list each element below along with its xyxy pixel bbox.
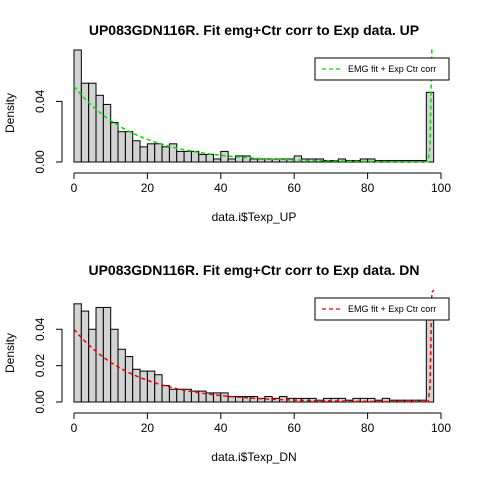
chart-title-up: UP083GDN116R. Fit emg+Ctr corr to Exp da… (89, 22, 419, 38)
histogram-bar-dn (221, 393, 228, 402)
histogram-bar-dn (118, 349, 125, 402)
y-axis-label-dn: Density (3, 333, 17, 373)
y-tick-label-up: 0.00 (33, 150, 47, 174)
histogram-bar-dn (103, 307, 110, 402)
histogram-bar-up (133, 141, 140, 162)
histogram-bar-up (228, 159, 235, 162)
histogram-bar-up (177, 151, 184, 162)
x-tick-label-dn: 0 (71, 421, 78, 435)
histogram-bar-dn (162, 386, 169, 402)
x-tick-label-up: 20 (141, 181, 155, 195)
histogram-bar-up (206, 154, 213, 162)
histogram-bar-dn (147, 371, 154, 402)
x-tick-label-dn: 80 (361, 421, 375, 435)
histogram-bar-dn (74, 304, 81, 402)
histogram-bar-dn (213, 393, 220, 402)
x-tick-label-dn: 20 (141, 421, 155, 435)
y-axis-label-up: Density (3, 93, 17, 133)
x-tick-label-up: 40 (214, 181, 228, 195)
histogram-bar-up (199, 154, 206, 162)
y-tick-label-up: 0.04 (33, 89, 47, 113)
histogram-bar-up (162, 147, 169, 162)
histogram-bar-up (118, 132, 125, 162)
histogram-bar-dn (81, 311, 88, 402)
histogram-bar-up (96, 95, 103, 162)
y-tick-label-dn: 0.02 (33, 354, 47, 378)
histogram-bar-dn (140, 371, 147, 402)
x-tick-label-up: 0 (71, 181, 78, 195)
histogram-bar-up (294, 156, 301, 162)
x-tick-label-up: 80 (361, 181, 375, 195)
histogram-bar-up (155, 144, 162, 162)
histogram-bar-dn (125, 357, 132, 402)
histogram-bar-up (221, 151, 228, 162)
histogram-bar-up (140, 147, 147, 162)
legend-label-up: EMG fit + Exp Ctr corr (348, 64, 436, 74)
x-axis-label-dn: data.i$Texp_DN (211, 450, 296, 464)
y-tick-label-dn: 0.04 (33, 317, 47, 341)
chart-title-dn: UP083GDN116R. Fit emg+Ctr corr to Exp da… (88, 262, 419, 278)
histogram-bar-up (191, 151, 198, 162)
histogram-bar-up (81, 83, 88, 162)
histogram-bar-up (111, 123, 118, 162)
x-tick-label-dn: 40 (214, 421, 228, 435)
x-axis-label-up: data.i$Texp_UP (212, 210, 297, 224)
histogram-bar-up (147, 144, 154, 162)
legend-label-dn: EMG fit + Exp Ctr corr (348, 304, 436, 314)
x-tick-label-up: 60 (288, 181, 302, 195)
x-tick-label-dn: 60 (288, 421, 302, 435)
histogram-bar-dn (155, 375, 162, 402)
x-tick-label-up: 100 (431, 181, 451, 195)
histogram-bar-up (103, 104, 110, 162)
histogram-bar-up (74, 50, 81, 162)
histogram-bar-up (250, 159, 257, 162)
histogram-bar-up (169, 144, 176, 162)
x-tick-label-dn: 100 (431, 421, 451, 435)
histogram-bar-up (89, 83, 96, 162)
histogram-bar-dn (169, 389, 176, 402)
histogram-bar-dn (133, 369, 140, 402)
histogram-bar-up (184, 151, 191, 162)
histogram-bar-dn (89, 329, 96, 402)
histogram-bar-up (213, 159, 220, 162)
histogram-bar-up (125, 132, 132, 162)
y-tick-label-dn: 0.00 (33, 390, 47, 414)
histogram-bar-dn (177, 389, 184, 402)
